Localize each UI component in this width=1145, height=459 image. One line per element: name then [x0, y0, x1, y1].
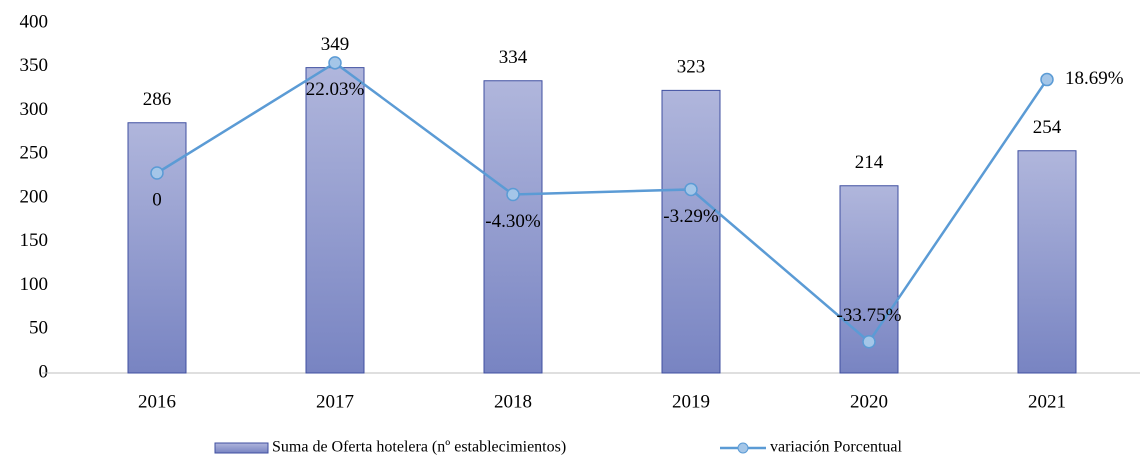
legend-swatch	[214, 442, 269, 454]
x-tick-label: 2020	[850, 391, 888, 412]
line-value-label: 18.69%	[1065, 68, 1124, 89]
bar-value-label: 286	[143, 89, 172, 110]
bar-value-label: 254	[1033, 117, 1062, 138]
line-value-label: -3.29%	[663, 206, 719, 227]
x-tick-label: 2016	[138, 391, 176, 412]
y-tick-label: 150	[20, 230, 49, 251]
y-tick-label: 350	[20, 55, 49, 76]
bar	[305, 67, 365, 374]
y-tick-label: 100	[20, 274, 49, 295]
x-tick-label: 2018	[494, 391, 532, 412]
y-tick-label: 200	[20, 186, 49, 207]
bar	[1017, 150, 1077, 374]
line-marker	[862, 335, 876, 349]
y-tick-label: 400	[20, 11, 49, 32]
line-value-label: 22.03%	[306, 79, 365, 100]
y-tick-label: 50	[29, 318, 48, 339]
line-marker	[1040, 72, 1054, 87]
line-marker	[506, 187, 520, 202]
bar-value-label: 323	[677, 57, 706, 78]
line-marker	[150, 166, 164, 180]
bar-value-label: 349	[321, 34, 350, 55]
line-marker	[328, 56, 342, 70]
y-tick-label: 300	[20, 99, 49, 120]
line	[156, 61, 1049, 344]
bar	[483, 80, 543, 374]
line-value-label: -4.30%	[485, 211, 541, 232]
y-tick-label: 0	[39, 361, 49, 382]
legend-label: Suma de Oferta hotelera (nº establecimie…	[272, 439, 566, 456]
legend-label: variación Porcentual	[770, 439, 903, 456]
x-tick-label: 2021	[1028, 391, 1066, 412]
line-value-label: -33.75%	[837, 305, 902, 326]
y-tick-label: 250	[20, 143, 49, 164]
legend-marker	[737, 442, 749, 454]
x-tick-label: 2019	[672, 391, 710, 412]
line-marker	[684, 182, 698, 197]
bar-value-label: 334	[499, 47, 528, 68]
bar	[127, 122, 187, 374]
bar-value-label: 214	[855, 152, 884, 173]
x-tick-label: 2017	[316, 391, 354, 412]
bar	[661, 89, 721, 374]
line-value-label: 0	[152, 189, 162, 210]
